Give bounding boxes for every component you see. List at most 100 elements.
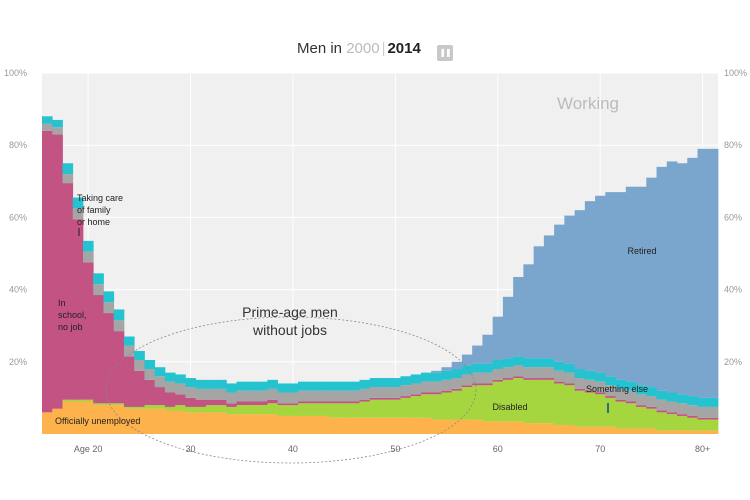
bar-segment (420, 394, 432, 418)
year-2014-toggle[interactable]: 2014 (387, 40, 421, 57)
bar-segment (287, 403, 299, 406)
bar-segment (595, 381, 606, 393)
bar-segment (164, 392, 176, 407)
bar-segment (359, 379, 371, 389)
bar-segment (636, 428, 647, 434)
bar-segment (380, 417, 391, 434)
bar-segment (605, 376, 616, 386)
bar-segment (339, 417, 350, 434)
bar-segment (236, 405, 248, 415)
age-column (82, 240, 94, 434)
bar-segment (246, 390, 258, 402)
bar-segment (52, 408, 63, 434)
bar-segment (216, 412, 227, 434)
bar-segment (62, 183, 74, 400)
bar-segment (164, 381, 176, 393)
bar-segment (605, 192, 616, 377)
bar-segment (369, 387, 381, 398)
bar-segment (287, 392, 299, 404)
y-tick-label-left: 80% (9, 140, 27, 150)
bar-segment (513, 365, 524, 377)
bar-segment (615, 379, 627, 389)
bar-segment (113, 331, 125, 404)
bar-segment (380, 378, 391, 388)
bar-segment (431, 381, 442, 393)
bar-segment (441, 390, 453, 393)
bar-segment (123, 345, 135, 357)
age-column (154, 367, 166, 434)
bar-segment (185, 397, 197, 407)
bar-segment (113, 403, 125, 406)
bar-segment (42, 130, 53, 413)
age-column (369, 378, 381, 434)
bar-segment (431, 370, 442, 373)
bar-segment (267, 403, 278, 415)
age-column (492, 316, 504, 434)
bar-segment (339, 390, 350, 402)
label-school: In (58, 298, 66, 308)
bar-segment (431, 392, 442, 395)
bar-segment (461, 374, 473, 386)
bar-segment (226, 403, 238, 407)
bar-segment (134, 359, 145, 371)
bar-segment (513, 276, 524, 357)
age-column (380, 378, 391, 434)
bar-segment (636, 394, 647, 406)
bar-segment (246, 401, 258, 406)
age-column (195, 379, 207, 434)
y-tick-label-left: 60% (9, 212, 27, 222)
bar-segment (328, 381, 340, 391)
bar-segment (646, 406, 657, 409)
bar-segment (164, 410, 176, 434)
age-column (605, 192, 616, 434)
bar-segment (318, 401, 330, 404)
bar-segment (656, 166, 668, 391)
bar-segment (461, 354, 473, 366)
bar-segment (154, 387, 166, 406)
age-column (359, 379, 371, 434)
bar-segment (554, 424, 565, 434)
bar-segment (349, 403, 360, 418)
bar-segment (441, 367, 453, 371)
bar-segment (595, 394, 606, 427)
bar-segment (236, 401, 248, 406)
age-column (513, 276, 524, 434)
bar-segment (666, 412, 678, 415)
bar-segment (267, 379, 278, 389)
bar-segment (72, 208, 84, 220)
age-column (595, 195, 606, 434)
age-column (615, 192, 627, 434)
bar-segment (513, 356, 524, 366)
bar-segment (533, 246, 545, 359)
bar-segment (308, 381, 319, 391)
bar-segment (615, 428, 627, 434)
bar-segment (441, 419, 453, 434)
year-2000-toggle[interactable]: 2000 (346, 40, 380, 57)
bar-segment (697, 417, 709, 420)
bar-segment (451, 390, 463, 420)
bar-segment (298, 401, 309, 404)
bar-segment (677, 403, 688, 415)
bar-segment (697, 419, 709, 431)
header-prefix: Men in (296, 40, 343, 57)
bar-segment (707, 417, 719, 420)
bar-segment (400, 385, 412, 397)
bar-segment (482, 372, 494, 384)
y-tick-label-right: 40% (724, 285, 742, 295)
pause-button[interactable]: ❚❚ (437, 45, 454, 61)
bar-segment (543, 358, 555, 368)
label-caring: of family (77, 205, 111, 215)
bar-segment (246, 414, 258, 434)
bar-segment (154, 405, 166, 409)
bar-segment (543, 423, 555, 434)
bar-segment (697, 406, 709, 418)
bar-segment (625, 403, 637, 429)
bar-segment (543, 235, 555, 359)
age-column (134, 350, 145, 434)
bar-segment (390, 378, 401, 388)
bar-segment (605, 426, 616, 434)
bar-segment (93, 284, 104, 296)
bar-segment (380, 397, 391, 400)
bar-segment (451, 419, 463, 434)
bar-segment (543, 379, 555, 424)
